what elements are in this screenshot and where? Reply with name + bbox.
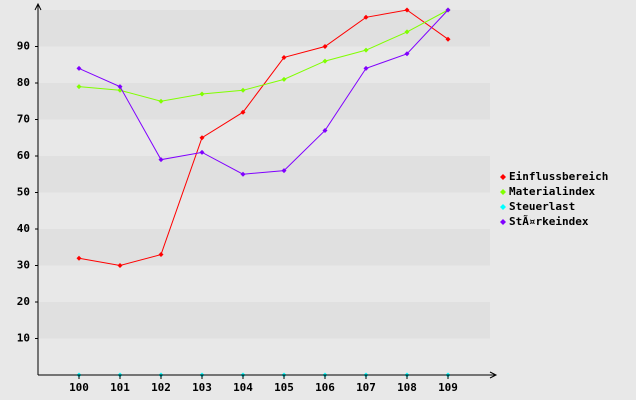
data-point — [158, 98, 164, 104]
data-point — [281, 76, 287, 82]
x-tick-label: 101 — [110, 381, 130, 394]
data-point — [240, 87, 246, 93]
x-tick-label: 102 — [151, 381, 171, 394]
grid-band — [38, 338, 490, 375]
legend-label: Steuerlast — [509, 200, 575, 213]
series-line — [78, 9, 449, 175]
data-point — [322, 44, 328, 49]
y-tick-label: 30 — [17, 259, 30, 272]
legend-label: Einflussbereich — [509, 170, 608, 183]
x-tick-label: 100 — [69, 381, 89, 394]
legend-label: Materialindex — [509, 185, 595, 198]
x-tick-label: 104 — [233, 381, 253, 394]
grid-band — [38, 156, 490, 193]
x-tick-label: 109 — [438, 381, 458, 394]
x-tick-label: 106 — [315, 381, 335, 394]
y-tick-label: 80 — [17, 76, 30, 89]
bands — [38, 10, 490, 375]
data-point — [363, 65, 369, 71]
legend-marker — [500, 219, 506, 225]
data-point — [404, 7, 410, 13]
y-tick-label: 50 — [17, 186, 30, 199]
y-tick-label: 60 — [17, 149, 30, 162]
data-point — [445, 7, 451, 13]
grid-band — [38, 302, 490, 339]
x-tick-label: 108 — [397, 381, 417, 394]
y-tick-label: 70 — [17, 113, 30, 126]
legend-marker — [500, 189, 506, 195]
x-axis-arrow — [489, 371, 498, 379]
y-tick-label: 90 — [17, 40, 30, 53]
data-point — [363, 47, 369, 53]
data-point — [322, 58, 328, 64]
x-tick-label: 107 — [356, 381, 376, 394]
data-point — [199, 91, 205, 97]
data-point — [158, 252, 164, 258]
grid-band — [38, 10, 490, 47]
data-point — [117, 263, 123, 268]
data-point — [240, 109, 246, 115]
data-point — [199, 135, 205, 141]
legend-marker — [500, 204, 506, 210]
x-tick-label: 105 — [274, 381, 294, 394]
data-point — [404, 29, 410, 35]
data-point — [117, 84, 123, 90]
grid-band — [38, 229, 490, 266]
data-point — [281, 168, 287, 174]
data-point — [322, 127, 328, 133]
data-point — [445, 36, 451, 42]
grid-band — [38, 83, 490, 120]
data-point — [76, 65, 82, 71]
y-axis-arrow — [34, 2, 42, 11]
y-tick-label: 20 — [17, 295, 30, 308]
x-tick-label: 103 — [192, 381, 212, 394]
data-point — [76, 84, 82, 90]
series-line — [78, 9, 449, 102]
data-point — [158, 157, 164, 163]
data-point — [199, 149, 205, 155]
data-point — [281, 54, 287, 60]
data-point — [76, 255, 82, 261]
data-point — [363, 14, 369, 20]
grid-band — [38, 192, 490, 229]
y-tick-label: 40 — [17, 222, 30, 235]
data-point — [404, 51, 410, 57]
grid-band — [38, 119, 490, 156]
grid-band — [38, 265, 490, 302]
legend-marker — [500, 174, 506, 180]
legend-label: StÃ¤rkeindex — [509, 215, 589, 228]
y-tick-label: 10 — [17, 332, 30, 345]
grid-band — [38, 46, 490, 83]
data-point — [240, 171, 246, 177]
